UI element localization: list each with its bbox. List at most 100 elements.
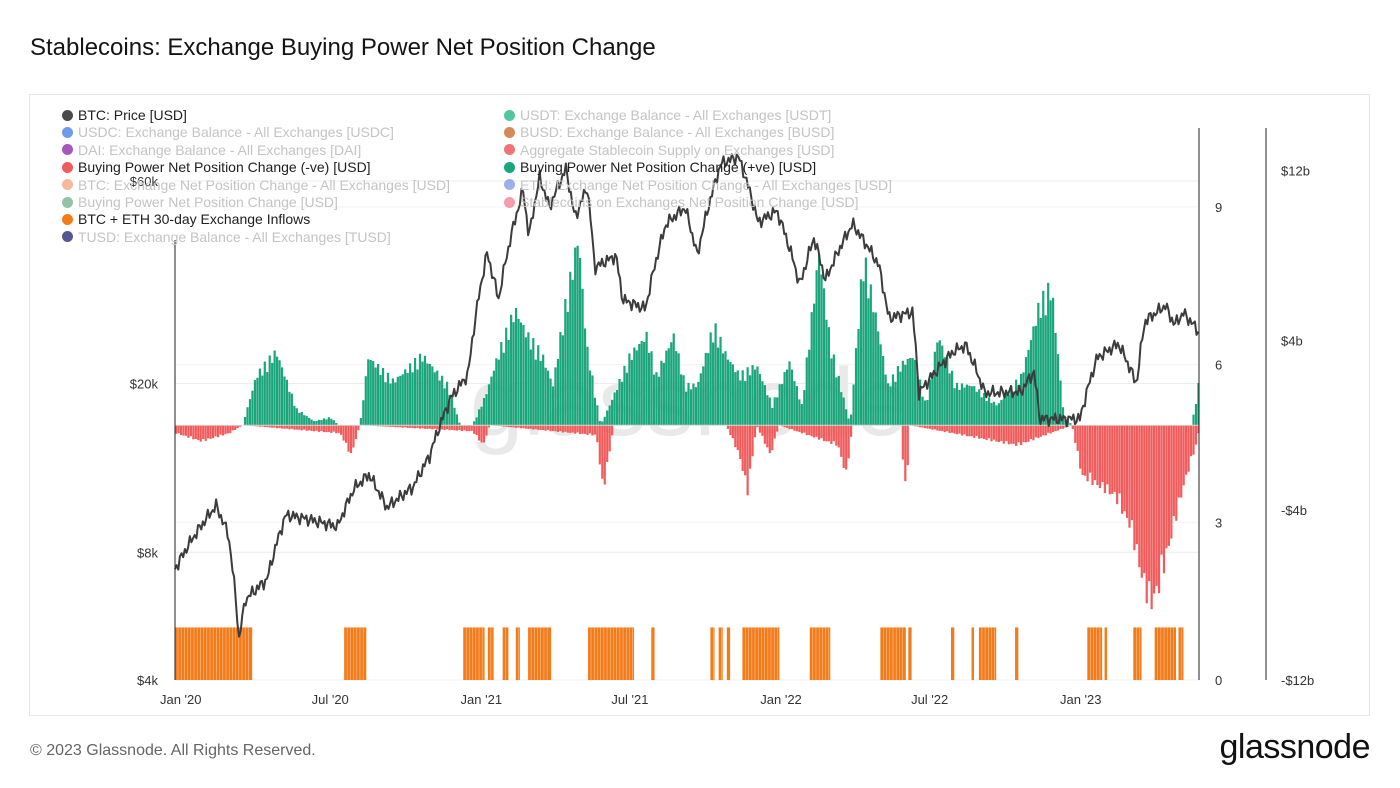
bar-negative [813,425,816,438]
bar-negative [564,425,567,432]
bar-positive [554,367,557,426]
bar-negative [517,425,520,428]
bar-negative [1101,425,1104,483]
y-left-tick-label: $60k [130,174,159,189]
bar-negative [997,425,1001,443]
legend-item[interactable]: USDC: Exchange Balance - All Exchanges [… [62,124,394,140]
bar-negative [226,425,229,434]
bar-positive [850,414,853,426]
bar-negative [325,425,328,433]
bar-negative [401,425,404,428]
legend-item[interactable]: Buying Power Net Position Change [USD] [62,194,338,210]
bar-negative [1064,425,1067,428]
bar-positive [317,419,321,426]
bar-positive [253,380,257,426]
bar-negative [507,425,510,428]
bar-negative [820,425,823,439]
bar-negative [478,425,481,441]
bar-positive [778,384,781,426]
inflow-bar-20 [1087,627,1103,680]
bar-negative [810,425,813,437]
bar-negative [512,425,515,428]
bar-positive [524,337,528,426]
bar-positive [995,405,998,426]
bar-negative [551,425,555,431]
bar-negative [963,425,966,435]
bar-positive [611,399,614,426]
bar-negative [1180,425,1183,498]
bar-negative [726,425,730,429]
legend-item[interactable]: TUSD: Exchange Balance - All Exchanges [… [62,229,391,245]
legend-item[interactable]: USDT: Exchange Balance - All Exchanges [… [504,107,831,123]
bar-positive [670,342,673,426]
bar-positive [702,366,705,426]
legend-dot-icon [504,126,515,138]
bar-negative [906,425,909,466]
bar-negative [187,425,190,438]
bar-negative [985,425,988,441]
bar-negative [1118,425,1121,494]
bar-negative [746,425,749,496]
bar-negative [850,425,853,437]
bar-positive [593,397,596,426]
bar-positive [970,386,973,426]
bar-positive [320,420,323,426]
bar-positive [549,378,552,426]
bar-positive [877,331,880,426]
bar-positive [1044,315,1047,426]
legend-item[interactable]: BUSD: Exchange Balance - All Exchanges [… [504,124,834,140]
bar-negative [381,425,385,427]
legend-item[interactable]: BTC + ETH 30-day Exchange Inflows [62,211,310,227]
legend-label: Buying Power Net Position Change (+ve) [… [520,159,817,176]
bar-positive [1059,380,1062,426]
bar-negative [768,425,771,454]
y-mid-tick-label: 3 [1215,515,1222,530]
bar-negative [1187,425,1190,472]
legend-item[interactable]: Aggregate Stablecoin Supply on Exchanges… [504,142,834,158]
legend-item[interactable]: Buying Power Net Position Change (+ve) [… [504,159,816,175]
bar-negative [1140,425,1143,578]
legend-item[interactable]: BTC: Price [USD] [62,107,187,123]
bar-negative [502,425,505,427]
bar-positive [933,351,936,426]
legend-item[interactable]: ETH: Exchange Net Position Change - All … [504,177,892,193]
bar-positive [256,377,259,426]
bar-positive [441,375,444,426]
bar-positive [889,386,892,426]
bar-negative [1153,425,1156,594]
bar-negative [522,425,525,429]
bar-negative [409,425,412,428]
bar-negative [342,425,345,441]
legend-dot-icon [504,109,515,121]
bar-negative [268,425,271,428]
bar-positive [455,414,459,426]
bar-negative [539,425,542,431]
tick-labels: Jan '20 Jul '20 Jan '21 Jul '21 Jan '22 Jul '… [130,163,1314,707]
bar-positive [372,361,375,426]
legend-label: Buying Power Net Position Change (-ve) [… [78,159,371,176]
bar-positive [248,399,252,426]
bar-negative [1059,425,1062,429]
bar-negative [460,425,463,431]
bar-positive [677,353,680,426]
legend-item[interactable]: DAI: Exchange Balance - All Exchanges [D… [62,142,361,158]
bar-negative [970,425,973,437]
bar-negative [744,425,747,476]
bar-negative [335,425,338,434]
bar-negative [601,425,604,479]
bar-negative [473,425,476,434]
legend-item[interactable]: Stablecoins on Exchanges Net Position Ch… [504,194,859,210]
bar-positive [490,376,493,426]
bar-negative [1084,425,1087,476]
bar-negative [739,425,742,459]
bar-negative [234,425,237,430]
bar-positive [694,387,698,426]
bar-positive [416,369,419,426]
legend-item[interactable]: Buying Power Net Position Change (-ve) [… [62,159,371,175]
bar-positive [958,389,961,426]
bar-positive [938,340,941,426]
legend-item[interactable]: BTC: Exchange Net Position Change - All … [62,177,450,193]
bar-positive [330,418,333,426]
bar-negative [795,425,799,432]
bar-negative [1157,425,1161,594]
